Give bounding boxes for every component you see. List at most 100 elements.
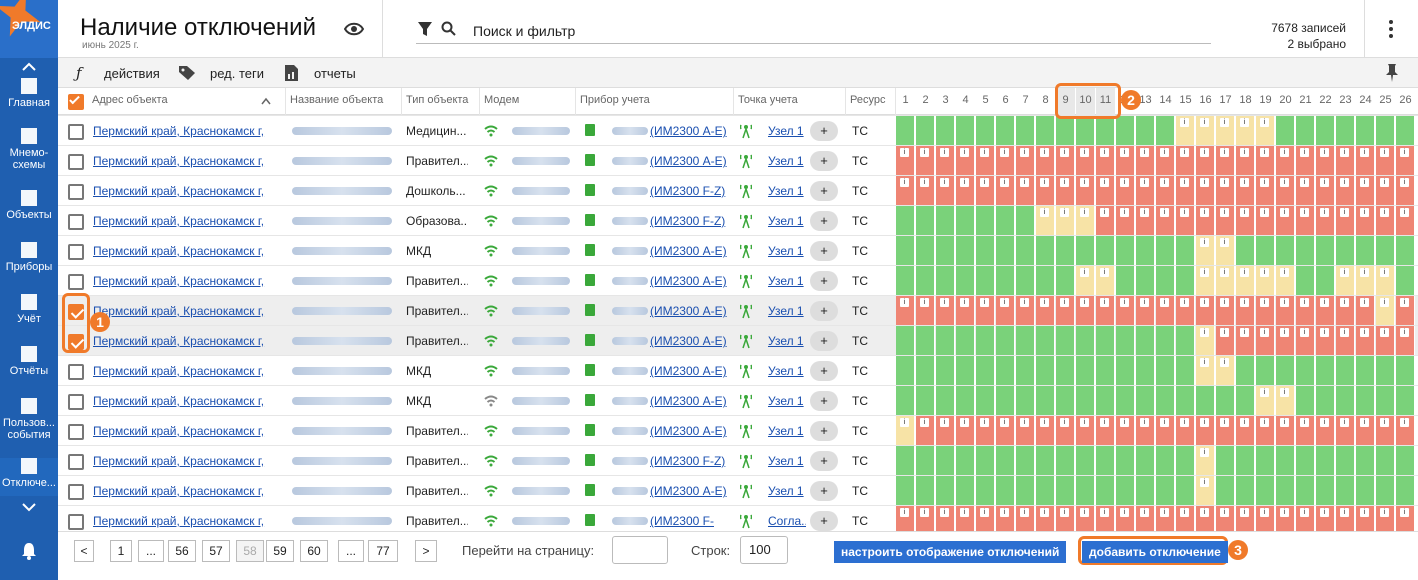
table-row[interactable]: Пермский край, Краснокамск г, Правител...… [58,475,1418,505]
table-row[interactable]: Пермский край, Краснокамск г, Правител...… [58,415,1418,445]
address-link[interactable]: Пермский край, Краснокамск г, [93,484,265,498]
row-checkbox[interactable] [68,364,84,380]
day-cell[interactable] [1016,386,1035,415]
day-cell[interactable] [1156,236,1175,265]
day-header[interactable]: 8 [1042,94,1049,106]
add-point-button[interactable]: + [810,151,838,171]
day-cell[interactable] [1356,386,1375,415]
day-cell[interactable] [1396,386,1415,415]
day-cell[interactable]: i [1096,416,1115,445]
day-cell[interactable]: i [1196,206,1215,235]
day-cell[interactable] [1276,476,1295,505]
day-cell[interactable]: i [1356,206,1375,235]
address-link[interactable]: Пермский край, Краснокамск г, [93,364,265,378]
day-cell[interactable] [996,326,1015,355]
day-cell[interactable]: i [1196,446,1215,475]
day-cell[interactable]: i [916,416,935,445]
day-cell[interactable] [1396,266,1415,295]
day-cell[interactable] [1216,386,1235,415]
day-cell[interactable] [1136,116,1155,145]
day-cell[interactable]: i [1336,266,1355,295]
day-cell[interactable] [1156,446,1175,475]
day-cell[interactable]: i [1276,266,1295,295]
day-cell[interactable]: i [1336,296,1355,325]
day-cell[interactable]: i [1356,146,1375,175]
day-cell[interactable] [1016,206,1035,235]
day-cell[interactable] [1376,476,1395,505]
page-button[interactable]: 60 [300,540,328,562]
day-cell[interactable]: i [1156,506,1175,531]
day-cell[interactable]: i [1136,296,1155,325]
device-link[interactable]: (ИМ2300 F-Z) [650,454,726,468]
day-cell[interactable] [1036,356,1055,385]
day-cell[interactable] [1136,266,1155,295]
day-cell[interactable] [1156,116,1175,145]
day-cell[interactable] [956,356,975,385]
day-cell[interactable]: i [1196,146,1215,175]
day-cell[interactable]: i [1156,296,1175,325]
day-cell[interactable]: i [1216,416,1235,445]
device-link[interactable]: (ИМ2300 А-Е) [650,394,727,408]
day-header[interactable]: 13 [1139,94,1152,106]
day-cell[interactable] [1336,476,1355,505]
sidebar-item-4[interactable]: Приборы [0,242,58,280]
day-cell[interactable] [1376,236,1395,265]
day-cell[interactable]: i [1376,146,1395,175]
day-cell[interactable] [1336,446,1355,475]
day-cell[interactable]: i [1316,296,1335,325]
day-cell[interactable]: i [1316,206,1335,235]
row-checkbox[interactable] [68,394,84,410]
day-cell[interactable]: i [1316,176,1335,205]
day-cell[interactable] [1296,356,1315,385]
table-row[interactable]: Пермский край, Краснокамск г, МКД (ИМ2300 … [58,385,1418,415]
day-cell[interactable] [1156,356,1175,385]
day-cell[interactable]: i [936,176,955,205]
day-cell[interactable]: i [976,296,995,325]
day-cell[interactable] [1256,356,1275,385]
day-header[interactable]: 22 [1319,94,1332,106]
day-cell[interactable] [1296,236,1315,265]
actions-menu[interactable]: действия [104,66,160,81]
day-cell[interactable] [1036,386,1055,415]
day-cell[interactable] [976,236,995,265]
day-cell[interactable] [1096,476,1115,505]
day-cell[interactable] [956,446,975,475]
day-cell[interactable] [956,266,975,295]
day-header[interactable]: 21 [1299,94,1312,106]
day-cell[interactable]: i [956,176,975,205]
day-cell[interactable]: i [1376,206,1395,235]
day-cell[interactable]: i [1396,206,1415,235]
meter-point-link[interactable]: Узел 1 [768,244,804,258]
day-cell[interactable] [936,386,955,415]
day-cell[interactable] [1236,356,1255,385]
col-device[interactable]: Прибор учета [576,88,734,115]
address-link[interactable]: Пермский край, Краснокамск г, [93,304,265,318]
day-cell[interactable]: i [1336,206,1355,235]
select-all-checkbox[interactable] [68,93,84,110]
day-cell[interactable]: i [1256,176,1275,205]
address-link[interactable]: Пермский край, Краснокамск г, [93,334,265,348]
day-header[interactable]: 18 [1239,94,1252,106]
bell-icon[interactable] [21,542,37,560]
day-cell[interactable]: i [1016,506,1035,531]
day-cell[interactable]: i [916,176,935,205]
day-cell[interactable]: i [956,416,975,445]
day-cell[interactable] [1236,236,1255,265]
day-cell[interactable] [1316,386,1335,415]
prev-page-button[interactable]: < [74,540,94,562]
day-cell[interactable]: i [1276,296,1295,325]
add-point-button[interactable]: + [810,181,838,201]
day-cell[interactable] [1376,446,1395,475]
day-cell[interactable]: i [1296,176,1315,205]
day-cell[interactable]: i [1196,266,1215,295]
day-header[interactable]: 24 [1359,94,1372,106]
meter-point-link[interactable]: Узел 1 [768,274,804,288]
day-cell[interactable] [1136,476,1155,505]
day-cell[interactable] [1336,116,1355,145]
day-cell[interactable]: i [1196,116,1215,145]
day-cell[interactable]: i [1376,176,1395,205]
address-link[interactable]: Пермский край, Краснокамск г, [93,274,265,288]
day-cell[interactable]: i [1116,206,1135,235]
day-cell[interactable] [1016,476,1035,505]
day-cell[interactable]: i [916,506,935,531]
